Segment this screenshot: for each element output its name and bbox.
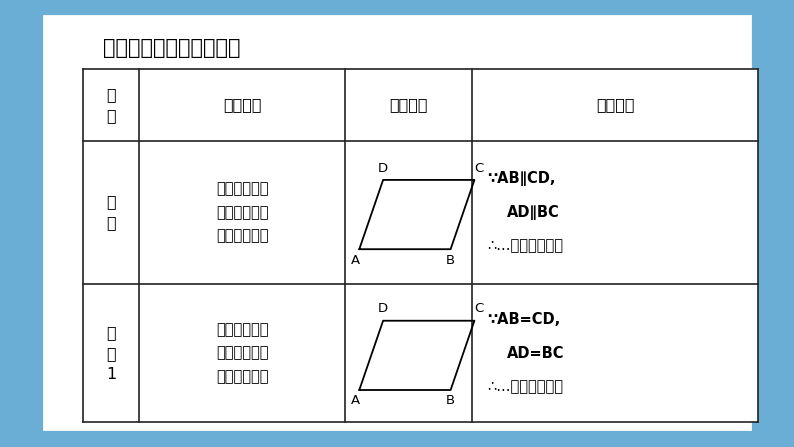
Text: ∵AB∥CD,: ∵AB∥CD, <box>487 171 555 186</box>
Text: C: C <box>474 161 483 174</box>
Text: C: C <box>474 302 483 316</box>
Text: AD∥BC: AD∥BC <box>507 205 559 220</box>
Text: 两组对边分别
平行的四边形
是平行四边形: 两组对边分别 平行的四边形 是平行四边形 <box>216 181 268 243</box>
Text: 图形语言: 图形语言 <box>390 97 428 113</box>
Text: 定
义: 定 义 <box>106 194 116 230</box>
Text: 符号语言: 符号语言 <box>596 97 634 113</box>
Text: B: B <box>446 254 455 267</box>
Text: ∴...是平行四边形: ∴...是平行四边形 <box>487 379 563 394</box>
Text: 平行四边形的判定方法：: 平行四边形的判定方法： <box>103 38 241 58</box>
Text: A: A <box>351 254 360 267</box>
Bar <box>44 16 750 429</box>
Bar <box>83 69 758 422</box>
Text: 文字语言: 文字语言 <box>223 97 261 113</box>
Text: 两组对边分别
相等的四边形
是平行四边形: 两组对边分别 相等的四边形 是平行四边形 <box>216 322 268 384</box>
Text: 判
定: 判 定 <box>106 87 116 123</box>
Text: 定
理
1: 定 理 1 <box>106 325 116 382</box>
Text: A: A <box>351 395 360 408</box>
Text: D: D <box>378 161 388 174</box>
Text: AD=BC: AD=BC <box>507 346 564 361</box>
Text: B: B <box>446 395 455 408</box>
Text: ∴...是平行四边形: ∴...是平行四边形 <box>487 238 563 253</box>
Text: D: D <box>378 302 388 316</box>
Text: ∵AB=CD,: ∵AB=CD, <box>487 312 560 327</box>
